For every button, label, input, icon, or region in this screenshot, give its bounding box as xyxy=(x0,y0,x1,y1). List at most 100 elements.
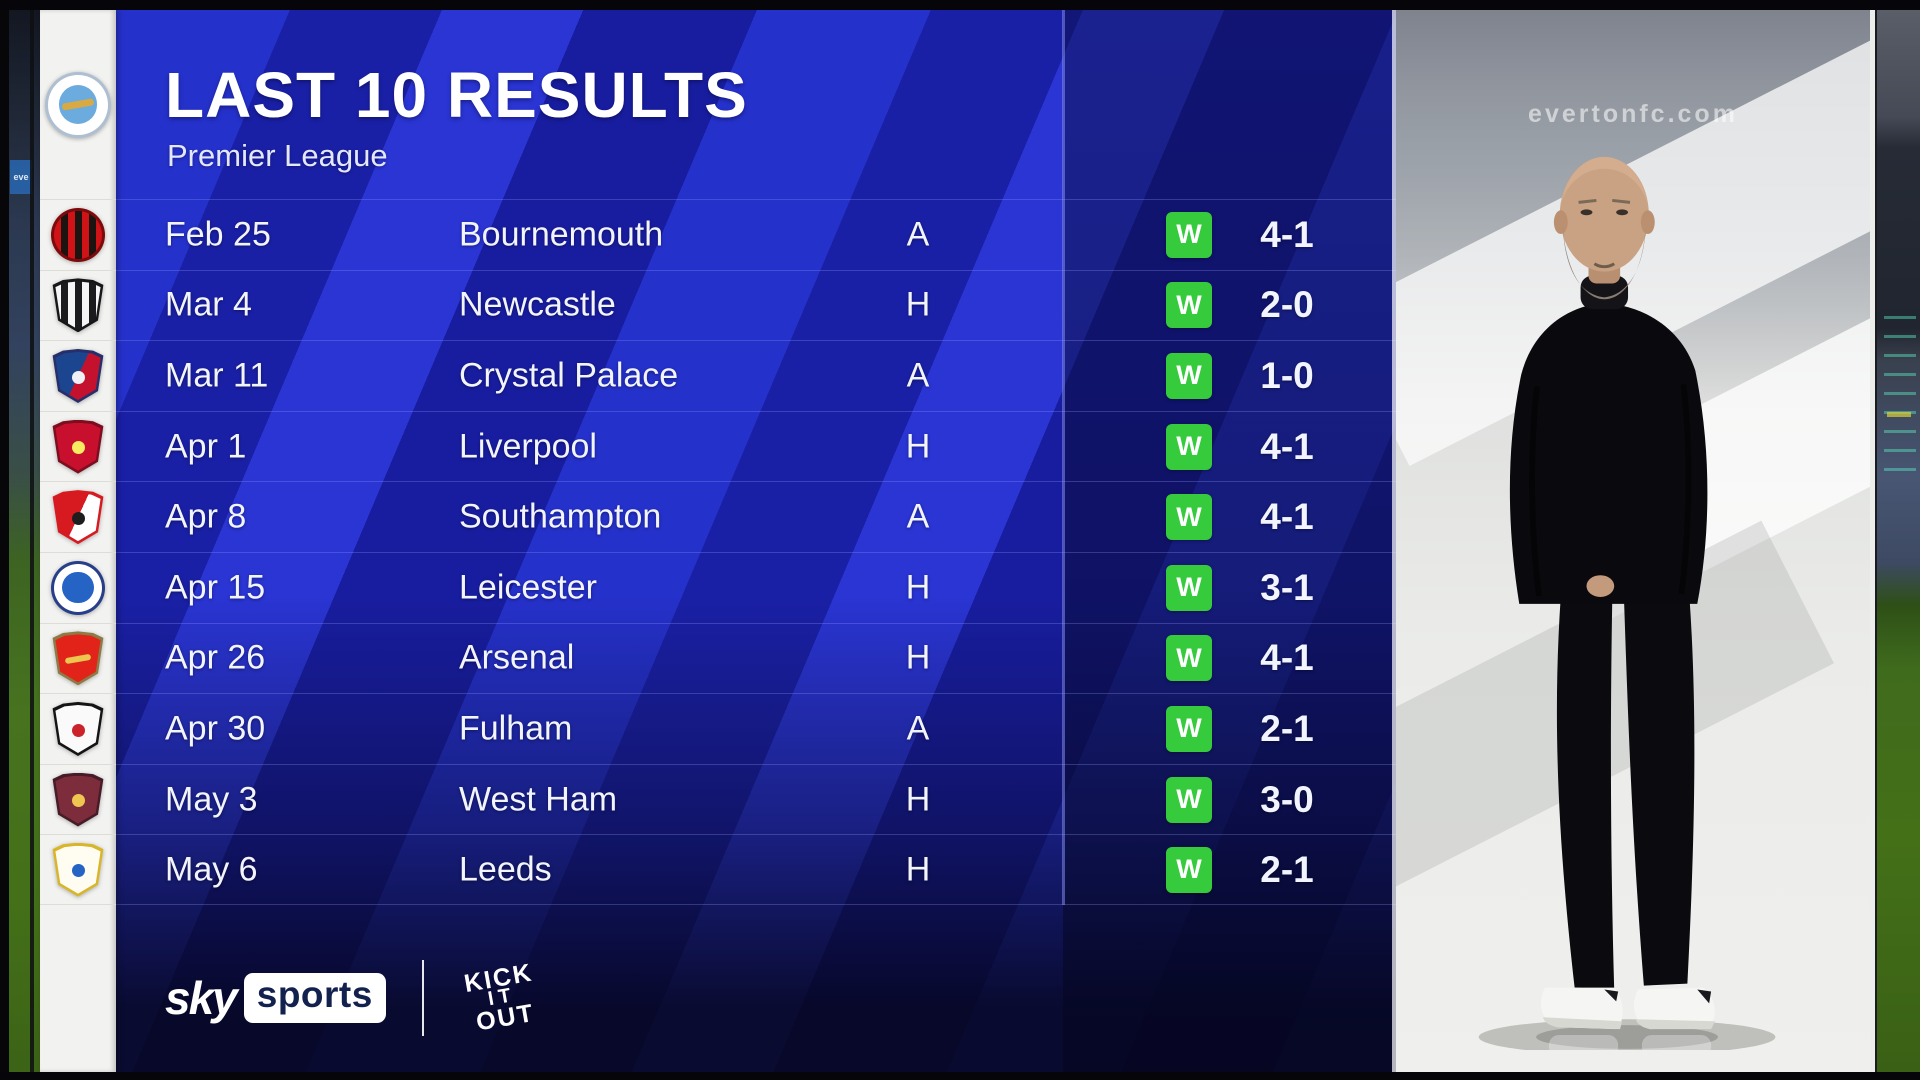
opponent-badge-cell xyxy=(40,410,116,482)
result-row: Feb 25 Bournemouth A W 4-1 xyxy=(116,199,1396,270)
edge-highlight-line xyxy=(1870,10,1875,1072)
result-row: May 6 Leeds H W 2-1 xyxy=(116,834,1396,905)
result-row: Mar 11 Crystal Palace A W 1-0 xyxy=(116,340,1396,411)
match-score: 1-0 xyxy=(1260,354,1314,396)
kick-it-out-line: OUT xyxy=(473,998,537,1037)
result-row: Apr 1 Liverpool H W 4-1 xyxy=(116,410,1396,482)
scoreboard-fragment xyxy=(1887,412,1911,417)
opponent-badge-cell xyxy=(40,763,116,835)
venue-indicator: H xyxy=(905,850,931,889)
match-score: 3-0 xyxy=(1260,778,1314,820)
opponent-badge-cell xyxy=(40,834,116,905)
opponent-badge-cell xyxy=(40,551,116,623)
venue-indicator: H xyxy=(905,568,931,607)
match-score: 3-1 xyxy=(1260,566,1314,608)
match-score: 2-1 xyxy=(1260,707,1314,749)
stadium-sign-fragment: eve xyxy=(10,160,32,194)
venue-indicator: A xyxy=(906,215,930,254)
match-date: Apr 8 xyxy=(165,497,247,536)
match-date: May 6 xyxy=(165,850,258,889)
match-date: Apr 1 xyxy=(165,427,247,466)
win-badge: W xyxy=(1166,494,1212,541)
results-table: Feb 25 Bournemouth A W 4-1 Mar 4 Newcastle H W 2-… xyxy=(116,199,1396,905)
opponent-name: West Ham xyxy=(459,780,618,819)
team-badge-manchester-city-icon xyxy=(45,71,111,138)
match-score: 2-0 xyxy=(1260,284,1314,326)
team-badge-arsenal-icon xyxy=(51,631,105,686)
opponent-name: Crystal Palace xyxy=(459,356,679,395)
page-title: LAST 10 RESULTS xyxy=(165,59,748,131)
team-badge-rail xyxy=(40,10,116,1072)
match-date: Apr 30 xyxy=(165,709,266,748)
result-row: Apr 8 Southampton A W 4-1 xyxy=(116,481,1396,552)
opponent-name: Southampton xyxy=(459,497,662,536)
win-badge: W xyxy=(1166,635,1212,682)
venue-indicator: H xyxy=(905,427,931,466)
stadium-right-sliver xyxy=(1870,10,1920,1072)
venue-indicator: A xyxy=(906,497,930,536)
team-badge-fulham-icon xyxy=(51,701,105,756)
match-date: Feb 25 xyxy=(165,215,271,254)
pep-guardiola-figure xyxy=(1478,156,1776,1050)
opponent-badge-cell xyxy=(40,481,116,552)
team-badge-southampton-icon xyxy=(51,490,105,545)
match-date: May 3 xyxy=(165,780,258,819)
venue-indicator: H xyxy=(905,285,931,324)
win-badge: W xyxy=(1166,423,1212,470)
result-row: May 3 West Ham H W 3-0 xyxy=(116,763,1396,835)
team-badge-leeds-icon xyxy=(51,842,105,897)
win-badge: W xyxy=(1166,352,1212,399)
team-badge-cell xyxy=(40,10,116,199)
opponent-name: Liverpool xyxy=(459,427,597,466)
win-badge: W xyxy=(1166,846,1212,893)
opponent-name: Bournemouth xyxy=(459,215,664,254)
opponent-name: Fulham xyxy=(459,709,573,748)
edge-dark-line xyxy=(1875,10,1877,1072)
opponent-badge-cell xyxy=(40,693,116,764)
match-score: 4-1 xyxy=(1260,213,1314,255)
win-badge: W xyxy=(1166,282,1212,329)
match-date: Apr 26 xyxy=(165,638,266,677)
logo-separator xyxy=(421,960,424,1036)
match-date: Mar 4 xyxy=(165,285,252,324)
column-divider xyxy=(1062,10,1065,905)
match-score: 4-1 xyxy=(1260,425,1314,467)
venue-indicator: H xyxy=(905,638,931,677)
win-badge: W xyxy=(1166,705,1212,752)
stadium-left-sliver: eve xyxy=(0,10,40,1072)
team-badge-liverpool-icon xyxy=(51,419,105,474)
win-badge: W xyxy=(1166,564,1212,611)
kick-it-out-logo: KICK IT OUT xyxy=(449,945,556,1052)
sky-sports-wordmark: sports xyxy=(243,973,386,1023)
sky-logo: sky xyxy=(165,972,238,1024)
team-badge-bournemouth-icon xyxy=(51,207,105,262)
opponent-badge-cell xyxy=(40,340,116,411)
result-row: Apr 30 Fulham A W 2-1 xyxy=(116,693,1396,764)
match-date: Apr 15 xyxy=(165,568,266,607)
bottom-letterbox-bar xyxy=(0,1072,1920,1080)
team-badge-leicester-icon xyxy=(51,560,105,615)
competition-subtitle: Premier League xyxy=(167,138,388,173)
match-score: 4-1 xyxy=(1260,637,1314,679)
venue-indicator: A xyxy=(906,356,930,395)
opponent-name: Newcastle xyxy=(459,285,616,324)
team-badge-west-ham-icon xyxy=(51,772,105,827)
result-row: Apr 26 Arsenal H W 4-1 xyxy=(116,622,1396,694)
score-column-shade xyxy=(1063,10,1396,1072)
team-badge-newcastle-icon xyxy=(51,278,105,333)
team-badge-crystal-palace-icon xyxy=(51,348,105,403)
opponent-name: Leicester xyxy=(459,568,597,607)
opponent-badge-cell xyxy=(40,199,116,270)
result-row: Apr 15 Leicester H W 3-1 xyxy=(116,551,1396,623)
stadium-watermark: evertonfc.com xyxy=(1528,100,1738,128)
venue-indicator: A xyxy=(906,709,930,748)
venue-indicator: H xyxy=(905,780,931,819)
panel-divider-glow xyxy=(1392,10,1396,1072)
opponent-name: Leeds xyxy=(459,850,552,889)
match-score: 4-1 xyxy=(1260,496,1314,538)
match-score: 2-1 xyxy=(1260,848,1314,890)
top-letterbox-bar xyxy=(0,0,1920,10)
results-board: LAST 10 RESULTS Premier League Feb 25 Bou… xyxy=(116,10,1396,1072)
win-badge: W xyxy=(1166,776,1212,823)
